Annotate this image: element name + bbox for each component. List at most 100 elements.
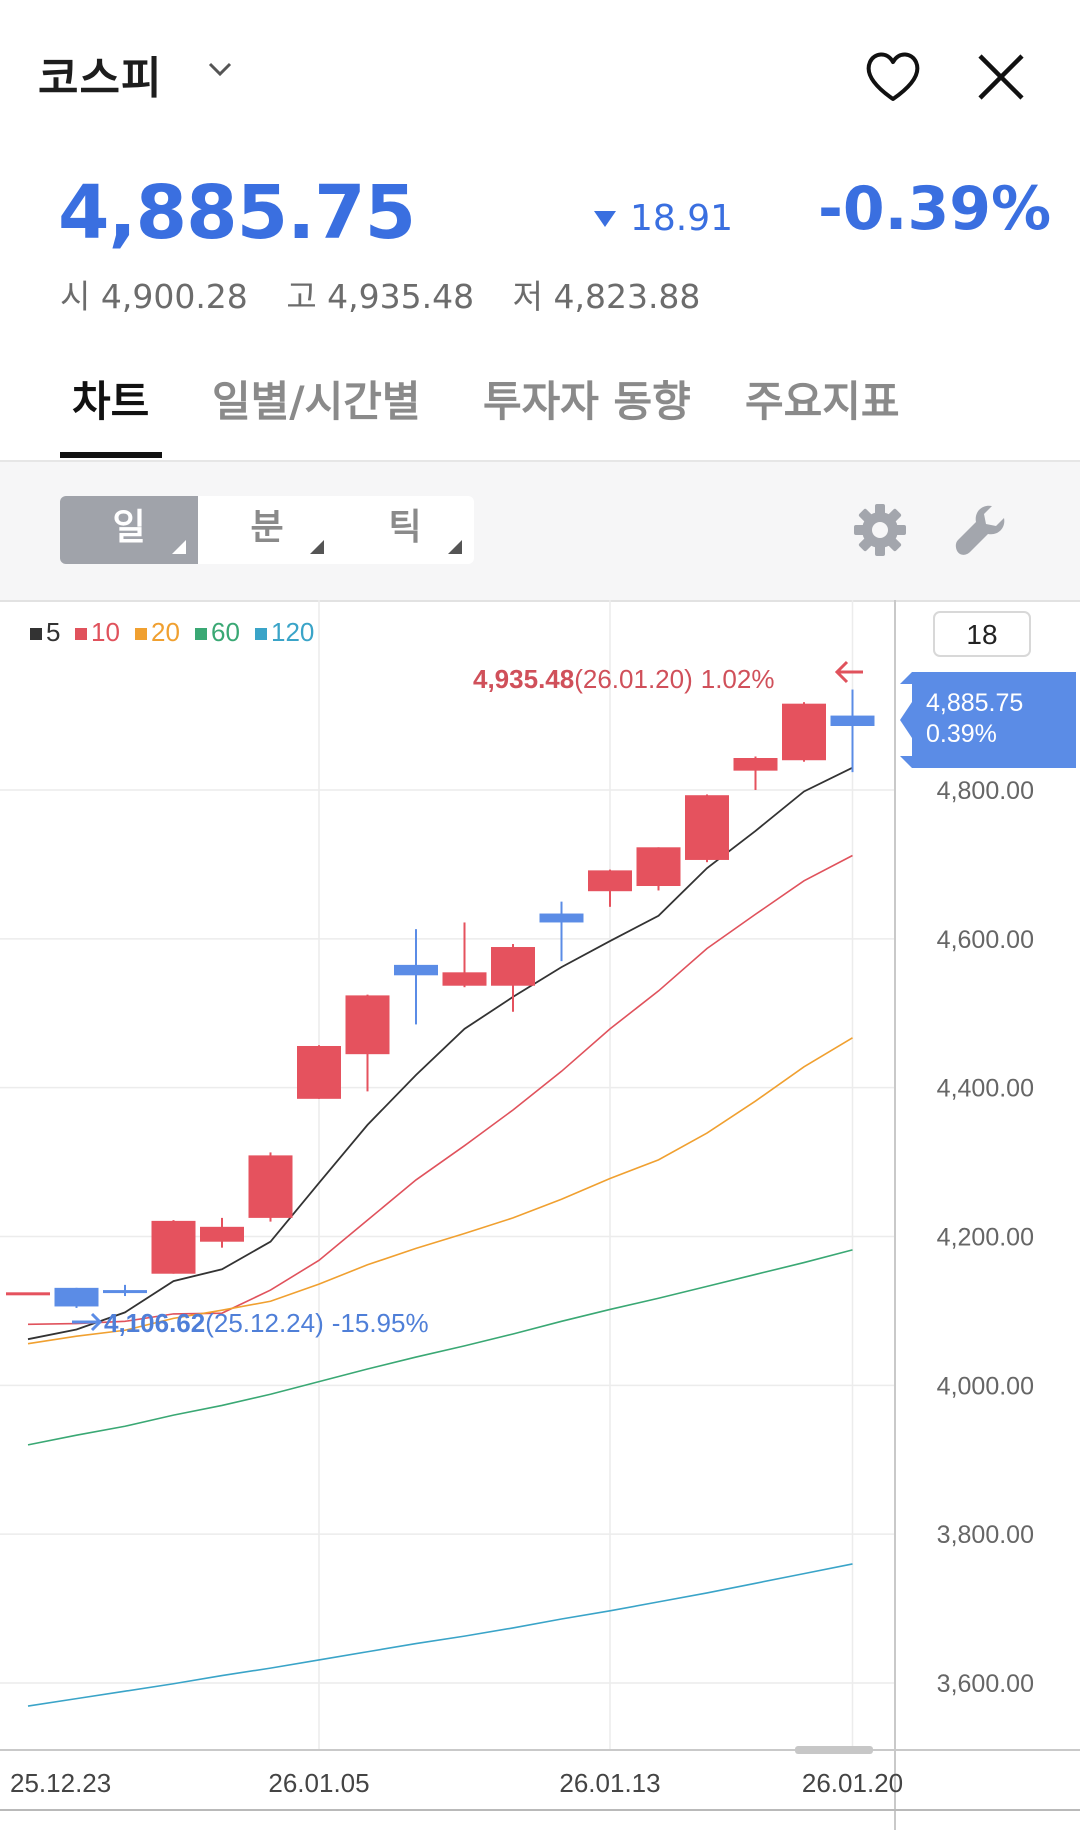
- legend-swatch-5: [30, 628, 42, 640]
- y-tick-label: 4,600.00: [937, 926, 1034, 954]
- wrench-icon[interactable]: [952, 502, 1008, 558]
- chevron-down-icon[interactable]: [205, 54, 235, 84]
- legend-label-20: 20: [151, 617, 180, 647]
- candlestick-chart[interactable]: 4,935.48(26.01.20) 1.02% 4,106.62(25.12.24…: [0, 600, 1080, 1830]
- candle-body: [782, 703, 826, 761]
- ma-line-120: [27, 1563, 853, 1707]
- scroll-thumb: [795, 1746, 873, 1754]
- high-annotation-value: 4,935.48: [473, 664, 574, 694]
- period-daily-button[interactable]: 일: [60, 496, 198, 564]
- candle-body: [200, 1226, 244, 1242]
- low-annotation: 4,106.62(25.12.24) -15.95%: [104, 1308, 429, 1338]
- header: 코스피: [0, 0, 1080, 140]
- candle-body: [442, 972, 487, 986]
- current-price-tag-body: [912, 672, 1076, 768]
- candle-body: [345, 995, 390, 1055]
- close-icon[interactable]: [972, 48, 1030, 106]
- y-axis: 18 4,800.00 4,600.00 4,400.00 4,200.00 4,000.…: [900, 611, 1076, 1698]
- high-price: 고 4,935.48: [286, 277, 475, 316]
- ma-line-60: [27, 1249, 853, 1446]
- current-price-tag-pct: 0.39%: [926, 720, 997, 748]
- period-tick-button[interactable]: 틱: [336, 496, 474, 564]
- x-tick-label: 25.12.23: [10, 1768, 111, 1798]
- low-annotation-date: (25.12.24): [205, 1308, 324, 1338]
- legend-label-60: 60: [211, 617, 240, 647]
- candle-body: [491, 947, 535, 986]
- corner-triangle-icon: [448, 540, 462, 554]
- candle-body: [6, 1292, 50, 1296]
- low-price: 저 4,823.88: [512, 277, 701, 316]
- down-triangle-icon: [594, 210, 616, 227]
- chart-toolbar: 일 분 틱: [0, 462, 1080, 602]
- x-axis: 25.12.23 26.01.05 26.01.13 26.01.20: [0, 1746, 1080, 1811]
- low-arrow-icon: [72, 1312, 103, 1332]
- low-annotation-pct: -15.95%: [332, 1308, 429, 1338]
- candle-body: [588, 870, 632, 892]
- period-tick-label: 틱: [388, 507, 422, 548]
- tab-bar: 차트 일별/시간별 투자자 동향 주요지표: [0, 360, 1080, 462]
- period-daily-label: 일: [112, 507, 146, 548]
- current-price-tag-value: 4,885.75: [926, 689, 1023, 717]
- visible-count: 18: [966, 619, 997, 650]
- tab-chart[interactable]: 차트: [72, 377, 150, 426]
- low-annotation-value: 4,106.62: [104, 1308, 205, 1338]
- legend-swatch-10: [75, 628, 87, 640]
- candle-body: [151, 1220, 196, 1274]
- price-change-percent: -0.39%: [818, 174, 1052, 244]
- x-tick-label: 26.01.05: [268, 1768, 369, 1798]
- corner-triangle-icon: [310, 540, 324, 554]
- y-tick-label: 4,000.00: [937, 1372, 1034, 1400]
- current-price-tag-pointer: [900, 702, 912, 738]
- candle-body: [539, 913, 584, 923]
- candles: [6, 689, 875, 1308]
- open-price: 시 4,900.28: [60, 277, 248, 316]
- y-tick-label: 4,400.00: [937, 1075, 1034, 1103]
- tab-daily-hourly[interactable]: 일별/시간별: [212, 377, 421, 426]
- high-annotation: 4,935.48(26.01.20) 1.02%: [473, 664, 774, 694]
- open-high-low: 시 4,900.28 고 4,935.48 저 4,823.88: [60, 270, 728, 318]
- legend-swatch-20: [135, 628, 147, 640]
- price-change: 18.91: [594, 198, 733, 239]
- gear-icon[interactable]: [852, 502, 908, 558]
- active-tab-indicator: [60, 452, 162, 458]
- x-tick-label: 26.01.20: [802, 1768, 903, 1798]
- candle-body: [248, 1155, 293, 1218]
- current-price: 4,885.75: [58, 170, 416, 256]
- index-title[interactable]: 코스피: [38, 53, 163, 104]
- heart-icon[interactable]: [862, 45, 924, 107]
- visible-count-box: [933, 611, 1031, 657]
- ma-line-10: [27, 854, 853, 1326]
- candle-body: [54, 1287, 99, 1307]
- tab-key-indicators[interactable]: 주요지표: [745, 377, 900, 426]
- high-annotation-pct: 1.02%: [701, 664, 775, 694]
- candle-body: [394, 964, 438, 976]
- candle-body: [636, 847, 681, 886]
- high-annotation-date: (26.01.20): [574, 664, 693, 694]
- period-minute-button[interactable]: 분: [198, 496, 336, 564]
- tab-investor-trend[interactable]: 투자자 동향: [483, 377, 691, 426]
- candle-body: [733, 758, 778, 771]
- period-selector: 일 분 틱: [60, 496, 474, 564]
- chart-annotations: 4,935.48(26.01.20) 1.02% 4,106.62(25.12.24…: [72, 660, 863, 1338]
- y-tick-label: 4,200.00: [937, 1224, 1034, 1252]
- corner-triangle-icon: [172, 540, 186, 554]
- price-change-value: 18.91: [630, 198, 734, 239]
- chart-legend: 5 10 20 60 120: [30, 617, 314, 647]
- x-tick-label: 26.01.13: [559, 1768, 660, 1798]
- y-tick-label: 4,800.00: [937, 777, 1034, 805]
- legend-swatch-60: [195, 628, 207, 640]
- candle-body: [830, 715, 875, 727]
- candle-body: [103, 1290, 147, 1294]
- y-tick-label: 3,800.00: [937, 1521, 1034, 1549]
- legend-label-5: 5: [46, 617, 60, 647]
- chart-area[interactable]: 4,935.48(26.01.20) 1.02% 4,106.62(25.12.24…: [0, 600, 1080, 1830]
- moving-average-lines: [27, 766, 853, 1707]
- legend-label-10: 10: [91, 617, 120, 647]
- legend-label-120: 120: [271, 617, 314, 647]
- legend-swatch-120: [255, 628, 267, 640]
- ma-line-5: [27, 766, 853, 1341]
- period-minute-label: 분: [250, 507, 284, 548]
- candle-body: [685, 795, 729, 860]
- candle-body: [297, 1045, 341, 1099]
- chart-grid: [0, 600, 1080, 1830]
